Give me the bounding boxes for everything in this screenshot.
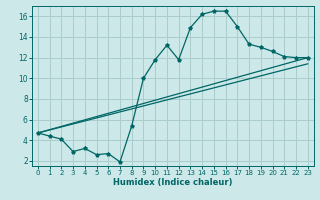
X-axis label: Humidex (Indice chaleur): Humidex (Indice chaleur) [113, 178, 233, 187]
